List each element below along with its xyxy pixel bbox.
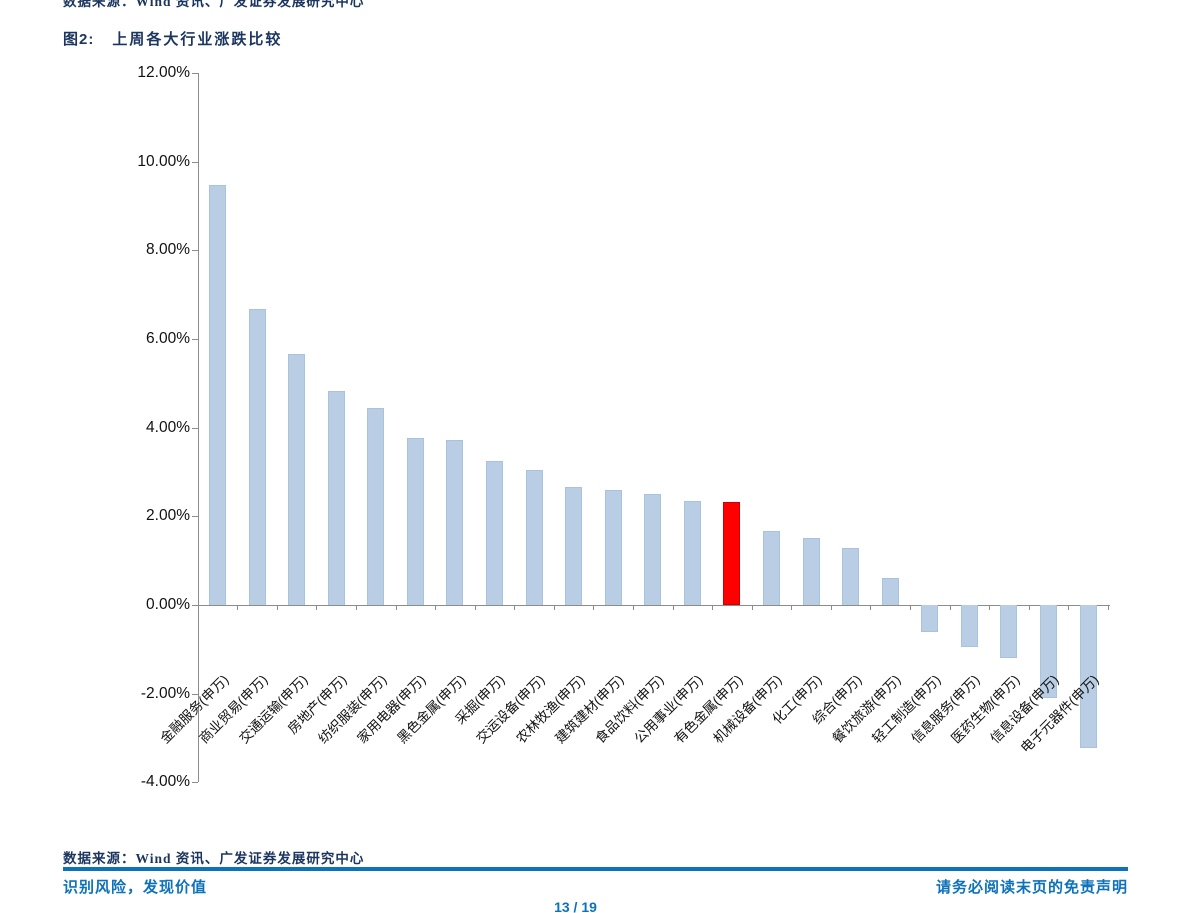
page-number: 13 / 19 (554, 899, 597, 913)
y-axis-tick (192, 161, 198, 163)
x-axis-tick (949, 605, 951, 610)
figure-label: 图2: (63, 31, 95, 48)
x-axis-tick (316, 605, 318, 610)
chart-bar (762, 531, 780, 605)
y-axis-tick (192, 427, 198, 429)
chart-bar (288, 353, 306, 605)
chart-bar (525, 469, 543, 605)
y-axis-tick (192, 516, 198, 518)
footer-divider (63, 867, 1128, 871)
x-axis-tick (791, 605, 793, 610)
y-axis-tick (192, 782, 198, 784)
x-axis-tick (672, 605, 674, 610)
x-axis-tick (197, 605, 199, 610)
x-axis-tick (712, 605, 714, 610)
chart-bar (842, 548, 860, 605)
figure-title: 上周各大行业涨跌比较 (112, 31, 283, 48)
x-axis-tick (276, 605, 278, 610)
y-axis-tick-label: -2.00% (140, 684, 190, 702)
x-axis-line (198, 605, 1111, 606)
y-axis-tick-label: -4.00% (140, 773, 190, 791)
y-axis-tick (192, 72, 198, 74)
x-axis-tick (751, 605, 753, 610)
chart-bar (960, 605, 978, 648)
x-axis-tick (593, 605, 595, 610)
x-axis-tick (870, 605, 872, 610)
industry-bar-chart: 12.00% 10.00% 8.00% 6.00% 4.00% 2.00% 0.00% -2.… (63, 60, 1121, 818)
x-axis-tick (1107, 605, 1109, 610)
x-axis-tick (395, 605, 397, 610)
x-axis-tick (435, 605, 437, 610)
figure-caption: 图2: 上周各大行业涨跌比较 (63, 28, 282, 49)
chart-bar (921, 605, 939, 633)
chart-bar (485, 460, 503, 605)
y-axis-line (198, 72, 199, 783)
chart-bar (1039, 605, 1057, 699)
x-axis-tick (237, 605, 239, 610)
chart-bar (327, 391, 345, 605)
x-axis-tick (553, 605, 555, 610)
y-axis-tick (192, 250, 198, 252)
y-axis-tick (192, 693, 198, 695)
chart-bar (1000, 605, 1018, 658)
chart-bar (604, 490, 622, 605)
clipped-source-note-top: 数据来源：Wind 资讯、广发证券发展研究中心 (63, 0, 365, 9)
chart-bar (802, 538, 820, 605)
chart-bar-highlighted (723, 502, 741, 605)
y-axis-tick-label: 8.00% (146, 241, 190, 259)
chart-bar (209, 185, 226, 605)
x-axis-tick (514, 605, 516, 610)
y-axis-tick-label: 4.00% (146, 418, 190, 436)
chart-bar (683, 501, 701, 605)
x-axis-tick (355, 605, 357, 610)
x-axis-tick (632, 605, 634, 610)
x-axis-tick (1028, 605, 1030, 610)
x-axis-tick (989, 605, 991, 610)
chart-bar (367, 408, 385, 605)
x-axis-tick (830, 605, 832, 610)
chart-bar (565, 487, 583, 605)
y-axis-tick-label: 6.00% (146, 329, 190, 347)
x-axis-tick (1068, 605, 1070, 610)
y-axis-tick (192, 605, 198, 606)
y-axis-tick-label: 12.00% (137, 63, 190, 81)
y-axis-tick-label: 2.00% (146, 507, 190, 525)
chart-bar (406, 437, 424, 605)
y-axis-tick (192, 338, 198, 340)
chart-bar (1079, 605, 1097, 748)
chart-bar (446, 440, 464, 605)
footer-slogan: 识别风险，发现价值 (63, 879, 208, 896)
chart-bar (248, 308, 266, 605)
chart-bar (881, 577, 899, 605)
y-axis-tick-label: 0.00% (146, 596, 190, 613)
chart-bar (644, 493, 662, 605)
y-axis-tick-label: 10.00% (137, 152, 190, 170)
source-note: 数据来源：Wind 资讯、广发证券发展研究中心 (63, 851, 365, 866)
footer-disclaimer: 请务必阅读末页的免责声明 (935, 879, 1128, 896)
x-axis-tick (474, 605, 476, 610)
x-axis-tick (909, 605, 911, 610)
